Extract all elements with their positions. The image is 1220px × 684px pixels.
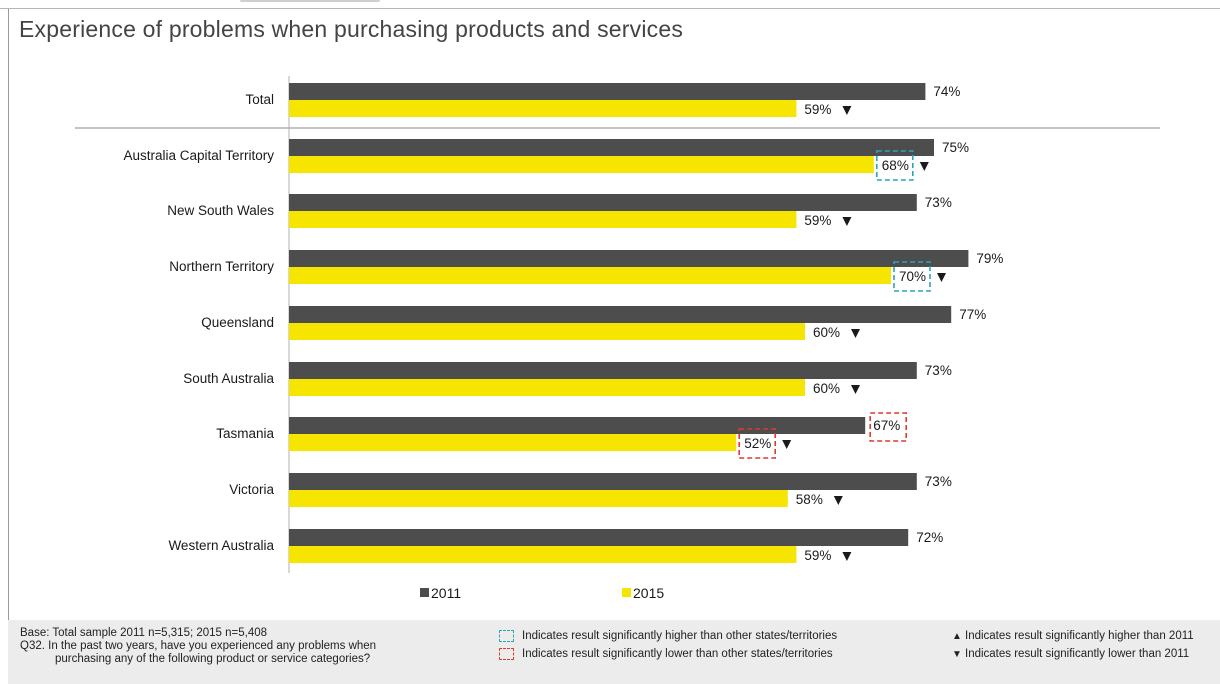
category-label: South Australia bbox=[183, 371, 274, 386]
category-label: Victoria bbox=[229, 482, 274, 497]
legend-swatch-2015 bbox=[622, 588, 631, 597]
bar-2015 bbox=[289, 267, 891, 284]
higher-than-states-key-icon bbox=[499, 630, 514, 642]
value-label-2011: 73% bbox=[925, 474, 952, 489]
value-label-2015: 70% bbox=[899, 269, 926, 284]
bar-2015 bbox=[289, 156, 874, 173]
bar-2015 bbox=[289, 379, 805, 396]
key-higher-states: Indicates result significantly higher th… bbox=[522, 630, 838, 642]
bar-2015 bbox=[289, 546, 797, 563]
question-note-line1: Q32. In the past two years, have you exp… bbox=[20, 640, 377, 652]
value-label-2015: 52% bbox=[744, 436, 771, 451]
value-label-2015: 59% bbox=[804, 548, 831, 563]
value-label-2015: 59% bbox=[804, 102, 831, 117]
down-triangle-icon bbox=[842, 552, 852, 561]
value-label-2011: 74% bbox=[933, 84, 960, 99]
significantly-higher-than-states-box bbox=[875, 150, 914, 181]
up-triangle-icon: ▲ bbox=[952, 631, 962, 642]
value-label-2011: 72% bbox=[916, 530, 943, 545]
significantly-lower-than-states-box bbox=[869, 412, 908, 442]
key-lower-2011: Indicates result significantly lower tha… bbox=[965, 648, 1190, 660]
down-triangle-icon bbox=[937, 273, 946, 282]
value-label-2015: 60% bbox=[813, 381, 840, 396]
category-label: Northern Territory bbox=[169, 259, 274, 274]
category-label: New South Wales bbox=[167, 203, 274, 218]
key-lower-states: Indicates result significantly lower tha… bbox=[522, 648, 833, 660]
bar-2011 bbox=[289, 194, 917, 211]
value-label-2011: 73% bbox=[925, 363, 952, 378]
significantly-higher-than-states-box bbox=[893, 261, 931, 292]
chart-title: Experience of problems when purchasing p… bbox=[19, 16, 684, 42]
value-label-2011: 77% bbox=[959, 307, 986, 322]
category-label: Total bbox=[245, 92, 274, 107]
down-triangle-icon bbox=[851, 329, 860, 338]
bar-2011 bbox=[289, 139, 934, 156]
bar-2015 bbox=[289, 211, 797, 228]
heading-fragment bbox=[240, 0, 380, 2]
bar-2015 bbox=[289, 323, 805, 340]
value-label-2015: 60% bbox=[813, 325, 840, 340]
value-label-2015: 58% bbox=[796, 492, 823, 507]
down-triangle-icon bbox=[919, 162, 929, 171]
down-triangle-icon bbox=[851, 385, 860, 394]
category-label: Tasmania bbox=[216, 426, 274, 441]
value-label-2011: 67% bbox=[873, 418, 900, 433]
bar-chart: Total 74% 59% Australia Capital Territory 75… bbox=[75, 76, 1160, 601]
down-triangle-icon bbox=[833, 496, 843, 505]
bar-2011 bbox=[289, 83, 926, 100]
down-triangle-icon bbox=[842, 106, 852, 115]
bar-2015 bbox=[289, 490, 788, 507]
bar-2011 bbox=[289, 306, 952, 323]
value-label-2011: 75% bbox=[942, 140, 969, 155]
legend-swatch-2011 bbox=[420, 588, 429, 597]
category-label: Western Australia bbox=[168, 538, 274, 553]
chart-frame bbox=[8, 9, 1220, 683]
bar-2015 bbox=[289, 100, 797, 117]
lower-than-states-key-icon bbox=[499, 648, 514, 660]
category-label: Australia Capital Territory bbox=[123, 148, 274, 163]
value-label-2015: 68% bbox=[882, 158, 909, 173]
key-higher-2011: Indicates result significantly higher th… bbox=[965, 630, 1194, 642]
bar-2015 bbox=[289, 434, 737, 451]
value-label-2015: 59% bbox=[804, 213, 831, 228]
bar-2011 bbox=[289, 529, 909, 546]
legend-label-2011: 2011 bbox=[431, 585, 461, 601]
base-note: Base: Total sample 2011 n=5,315; 2015 n=… bbox=[20, 627, 268, 639]
footer-notes: Base: Total sample 2011 n=5,315; 2015 n=… bbox=[8, 620, 1220, 684]
value-label-2011: 79% bbox=[976, 251, 1003, 266]
value-label-2011: 73% bbox=[925, 195, 952, 210]
question-note-line2: purchasing any of the following product … bbox=[55, 653, 371, 665]
bar-2011 bbox=[289, 250, 969, 267]
significantly-lower-than-states-box bbox=[738, 428, 777, 459]
bar-2011 bbox=[289, 473, 917, 490]
category-label: Queensland bbox=[201, 315, 274, 330]
bar-2011 bbox=[289, 417, 866, 434]
bar-2011 bbox=[289, 362, 917, 379]
top-border bbox=[0, 0, 1220, 9]
down-triangle-icon bbox=[782, 440, 792, 449]
down-triangle-icon: ▼ bbox=[952, 649, 962, 660]
legend-label-2015: 2015 bbox=[633, 585, 664, 601]
down-triangle-icon bbox=[842, 217, 852, 226]
